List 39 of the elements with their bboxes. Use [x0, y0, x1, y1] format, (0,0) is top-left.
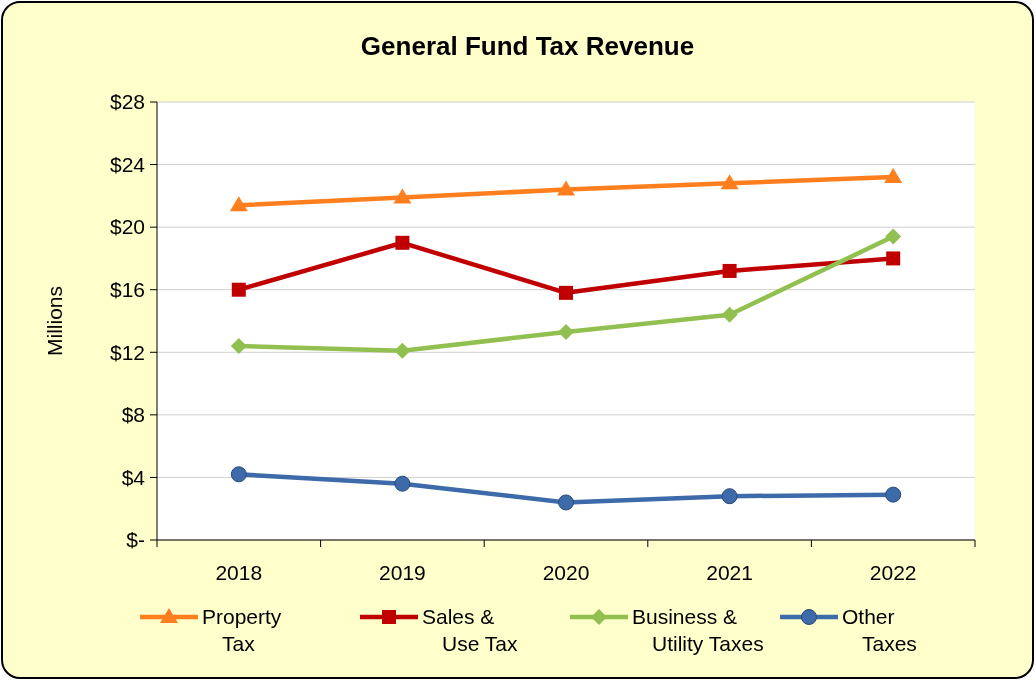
chart-title: General Fund Tax Revenue — [360, 31, 695, 61]
point — [722, 263, 737, 278]
y-tick-label: $- — [126, 528, 145, 552]
legend-label: Property Tax — [202, 605, 282, 655]
x-tick-label: 2022 — [869, 561, 917, 584]
legend-label: Other Taxes — [842, 605, 917, 655]
x-tick-label: 2020 — [542, 561, 590, 584]
point — [558, 494, 574, 511]
point — [394, 342, 411, 359]
point — [229, 196, 248, 212]
x-tick-label: 2019 — [379, 561, 426, 584]
y-tick-label: $12 — [109, 340, 145, 364]
point — [884, 168, 903, 184]
legend-label: Sales & Use Tax — [422, 605, 518, 655]
y-tick-label: $20 — [109, 215, 145, 239]
x-tick-label: 2021 — [706, 561, 753, 584]
point — [394, 475, 411, 492]
point — [393, 188, 412, 204]
point — [721, 306, 738, 323]
y-tick-label: $4 — [121, 465, 146, 489]
y-axis-title: Millions — [43, 285, 66, 357]
x-tick-label: 2018 — [215, 561, 263, 584]
point — [557, 180, 575, 196]
y-tick-label: $24 — [109, 152, 146, 176]
point — [886, 251, 901, 266]
point — [721, 488, 738, 505]
point — [230, 338, 247, 355]
y-tick-label: $8 — [121, 403, 145, 427]
point — [558, 323, 574, 340]
point — [231, 282, 246, 297]
y-tick-label: $16 — [109, 278, 145, 302]
point — [885, 486, 902, 503]
point — [559, 285, 573, 300]
point — [230, 466, 247, 483]
point — [885, 228, 902, 245]
legend-label: Business & Utility Taxes — [632, 605, 764, 655]
y-tick-label: $28 — [109, 90, 145, 114]
point — [395, 235, 410, 250]
point — [720, 174, 739, 190]
